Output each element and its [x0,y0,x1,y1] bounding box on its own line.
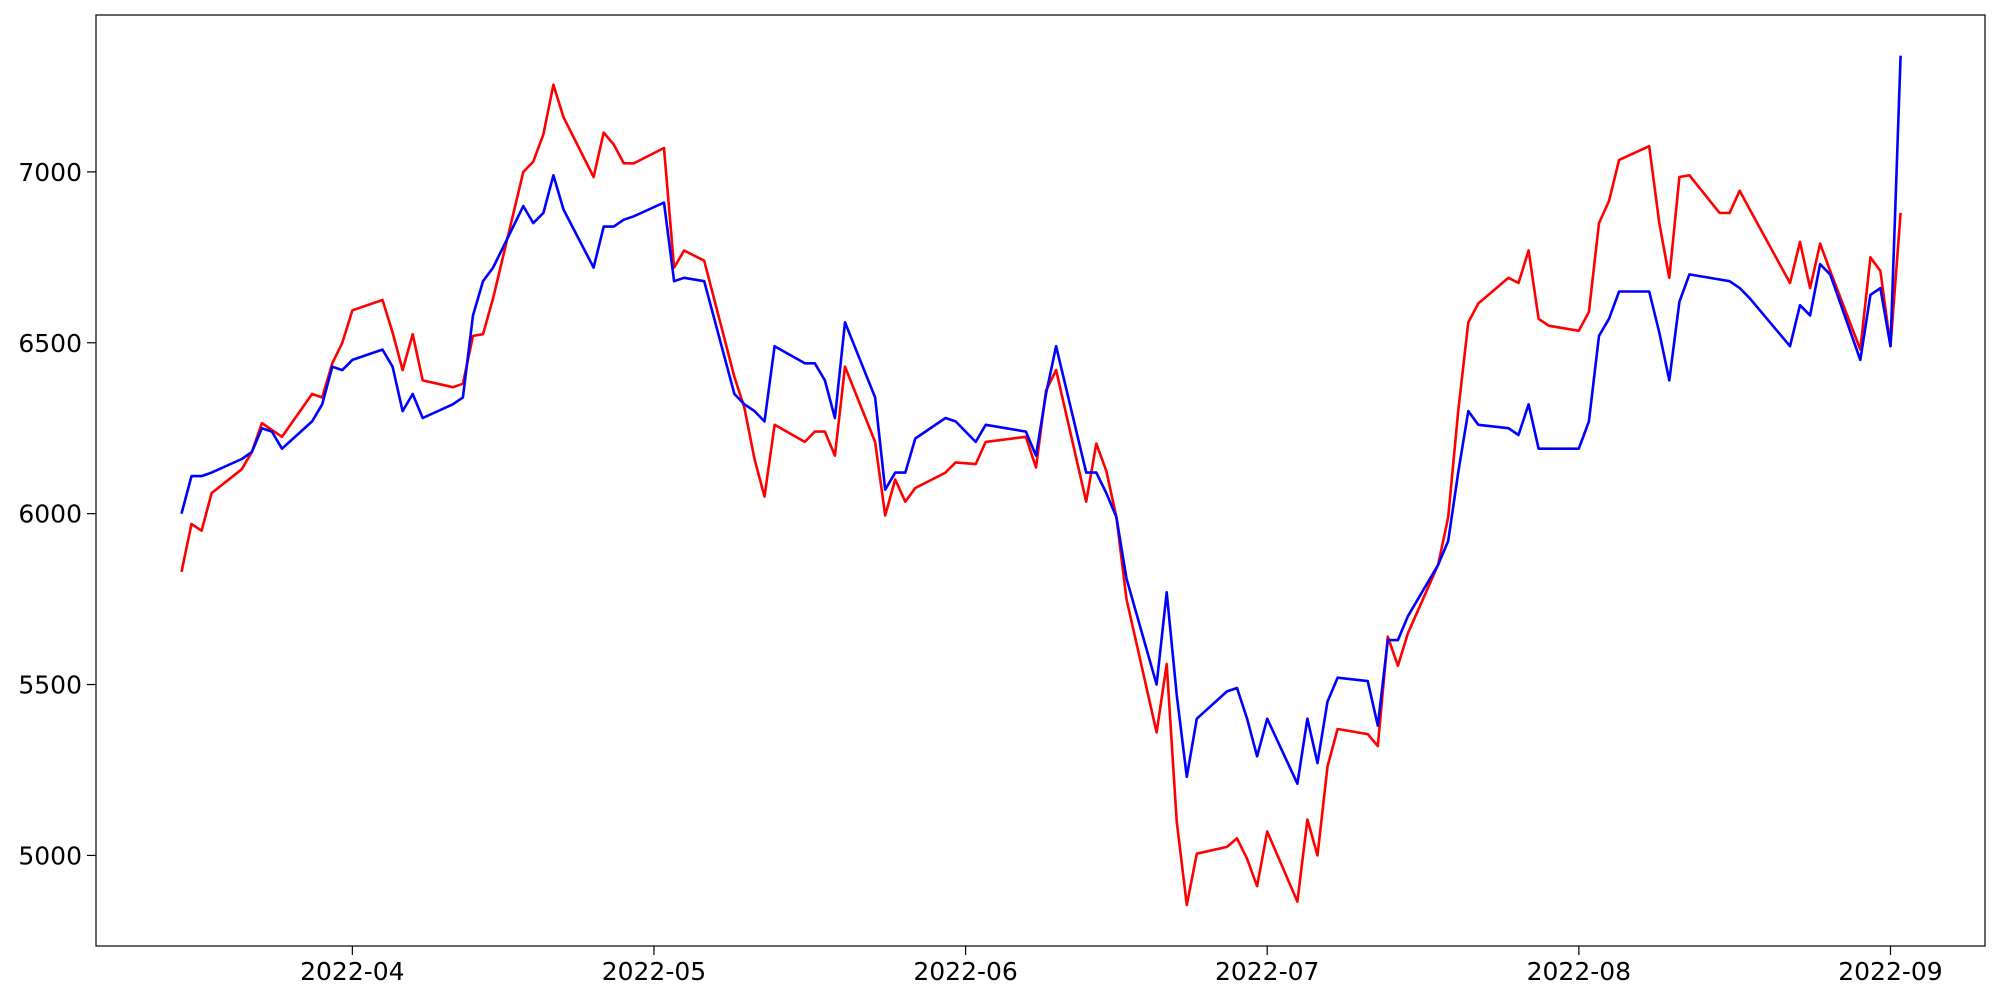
y-tick-label: 5500 [18,671,82,700]
x-tick-label: 2022-04 [300,957,404,986]
plot-frame [95,14,1986,947]
series-line [180,83,1902,907]
x-tick-label: 2022-06 [913,957,1017,986]
y-tick-label: 6500 [18,329,82,358]
x-tick-label: 2022-07 [1215,957,1319,986]
y-tick-label: 7000 [18,158,82,187]
x-tick-label: 2022-08 [1527,957,1631,986]
x-tick-label: 2022-05 [602,957,706,986]
series-line [180,55,1902,785]
y-tick-label: 6000 [18,500,82,529]
y-tick-label: 5000 [18,841,82,870]
x-tick-label: 2022-09 [1838,957,1942,986]
